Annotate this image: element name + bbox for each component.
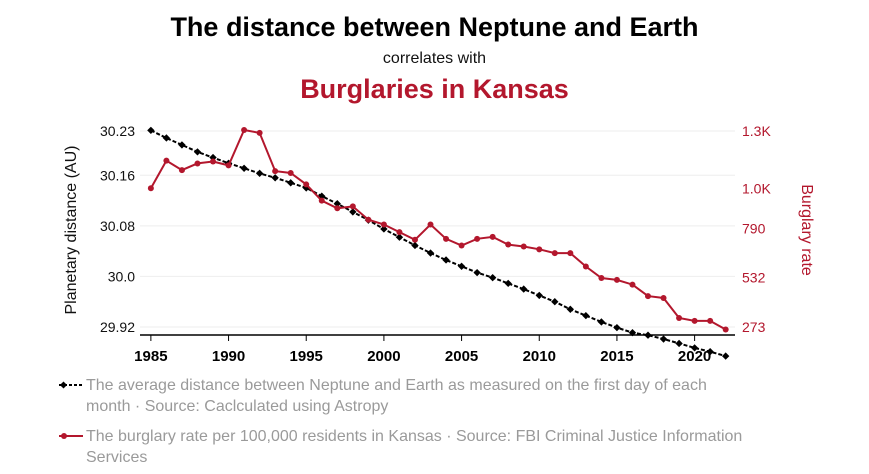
series-burglary-point [272, 168, 279, 175]
series-distance-point [597, 318, 606, 326]
series-burglary-point [147, 185, 154, 192]
series-distance-point [193, 148, 202, 156]
series-distance-point [442, 256, 450, 264]
series-burglary-point [210, 158, 217, 165]
legend-label-burglary: The burglary rate per 100,000 residents … [86, 428, 743, 466]
right-tick-label: 1.0K [742, 180, 771, 196]
series-distance-line [150, 129, 726, 358]
x-tick-label: 2020 [678, 348, 711, 365]
series-burglary-point [551, 250, 558, 257]
series-burglary-point [225, 162, 232, 169]
series-burglary-point [660, 294, 667, 301]
series-burglary-point [536, 246, 543, 253]
chart-subtitle: correlates with [382, 50, 487, 67]
series-burglary-point [707, 317, 714, 324]
series-distance-point [520, 285, 528, 293]
left-tick-label: 30.23 [100, 123, 135, 139]
series-distance-point [690, 344, 699, 352]
series-burglary-point [505, 241, 512, 248]
series-distance-point [162, 134, 171, 142]
series-burglary-point [194, 160, 201, 167]
series-distance-point [287, 179, 295, 187]
series-burglary-point [396, 229, 403, 236]
series-burglary-point [411, 236, 418, 243]
series-distance-point [473, 268, 481, 277]
legend-marker-burglary [59, 433, 83, 439]
series-distance-point [457, 262, 466, 270]
series-burglary-line [150, 128, 727, 331]
series-burglary-point [178, 167, 185, 174]
series-distance-point [582, 311, 590, 320]
series-distance-point [255, 169, 264, 178]
axes: 29.92 30.0 30.08 30.16 30.23 273 532 790 1.0K 1.3… [100, 123, 772, 365]
x-tick-label: 2005 [445, 348, 478, 365]
chart-title-secondary: Burglaries in Kansas [300, 74, 569, 104]
series-burglary-point [691, 317, 698, 324]
series-distance-point [488, 274, 497, 282]
grid-lines [140, 130, 735, 328]
x-tick-label: 1985 [134, 348, 167, 365]
x-tick-label: 1995 [290, 348, 323, 365]
series-burglary-point [645, 293, 652, 300]
series-burglary-point [613, 276, 620, 283]
x-tick-label: 2010 [523, 348, 556, 365]
left-tick-label: 30.16 [100, 167, 135, 183]
right-tick-label: 273 [742, 319, 766, 335]
x-tick-label: 2015 [600, 348, 633, 365]
series-burglary-point [458, 242, 465, 249]
x-tick-label: 1990 [212, 348, 245, 365]
x-tick-label: 2000 [367, 348, 400, 365]
chart-series [147, 126, 730, 360]
series-distance-point [644, 331, 652, 339]
left-axis-label: Planetary distance (AU) [63, 146, 80, 315]
left-tick-label: 30.08 [100, 218, 135, 234]
series-burglary-point [722, 326, 729, 333]
series-burglary-point [287, 169, 294, 176]
series-distance-point [240, 164, 248, 172]
series-burglary-point [349, 203, 356, 210]
series-distance-point [566, 305, 575, 313]
series-distance-point [411, 241, 419, 250]
series-burglary-point [629, 281, 636, 288]
series-distance-point [675, 339, 683, 348]
series-distance-point [551, 298, 559, 306]
series-burglary-point [427, 221, 434, 228]
series-burglary-point [334, 205, 341, 212]
series-burglary-point [582, 263, 589, 270]
series-distance-point [178, 141, 186, 149]
series-distance-point [659, 335, 668, 343]
series-burglary-point [380, 221, 387, 228]
series-burglary-point [241, 127, 248, 134]
series-burglary-point [318, 197, 325, 204]
series-burglary-point [443, 235, 450, 242]
series-burglary-point [567, 250, 574, 257]
series-burglary-point [520, 243, 527, 250]
series-burglary-point [163, 157, 170, 164]
legend-label-distance: The average distance between Neptune and… [86, 377, 707, 415]
chart-title: The distance between Neptune and Earth [170, 12, 699, 42]
left-tick-label: 29.92 [100, 319, 135, 335]
series-distance-point [613, 323, 621, 332]
series-distance-point [147, 126, 155, 135]
series-burglary-point [489, 233, 496, 240]
series-burglary-point [474, 235, 481, 242]
series-distance-point [504, 279, 512, 288]
series-distance-point [706, 347, 714, 356]
right-axis-label: Burglary rate [798, 184, 815, 276]
series-distance-point [722, 352, 730, 360]
series-burglary-point [303, 181, 310, 188]
series-burglary-point [256, 129, 263, 136]
right-tick-label: 1.3K [742, 123, 771, 139]
series-burglary-point [676, 315, 683, 322]
left-tick-label: 30.0 [108, 268, 135, 284]
right-tick-label: 790 [742, 220, 766, 236]
series-burglary-point [598, 274, 605, 281]
series-distance-point [426, 249, 435, 257]
series-burglary-point [365, 216, 372, 223]
series-distance-point [628, 329, 637, 337]
right-tick-label: 532 [742, 270, 766, 286]
series-distance-point [535, 291, 543, 300]
legend-marker-distance [59, 381, 83, 389]
